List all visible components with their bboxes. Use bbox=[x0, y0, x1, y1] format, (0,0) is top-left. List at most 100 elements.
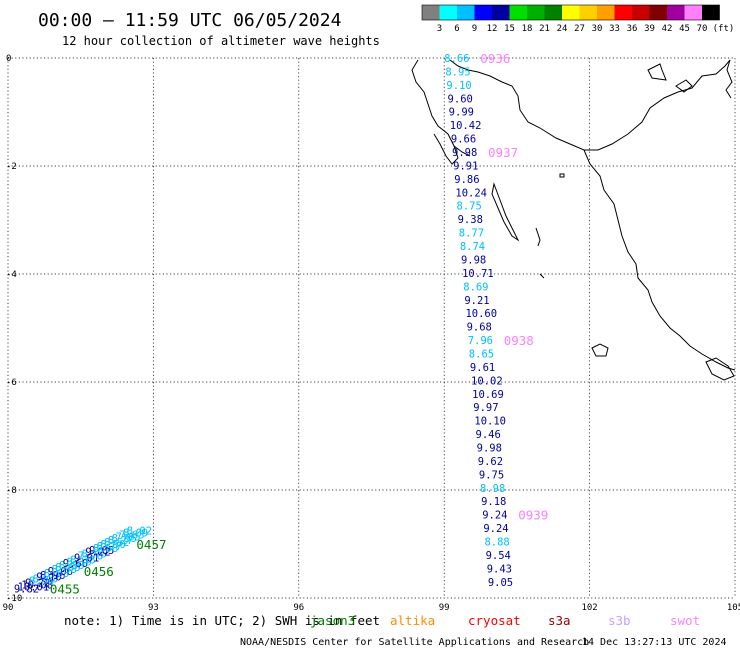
wave-height-value: 7.65 bbox=[115, 531, 140, 543]
y-tick-label: -6 bbox=[6, 378, 17, 388]
wave-height-value: 9.60 bbox=[63, 558, 88, 570]
colorbar-label: 3 bbox=[437, 24, 442, 34]
wave-height-value: 8.09 bbox=[123, 527, 148, 539]
wave-height-value: 7.78 bbox=[78, 551, 103, 563]
colorbar-swatch bbox=[492, 5, 510, 20]
colorbar-label: 12 bbox=[487, 24, 498, 34]
satellite-tracks: 9.8210.0110.089.228.548.439.108.968.639.… bbox=[14, 51, 549, 596]
colorbar-label: 9 bbox=[472, 24, 477, 34]
wave-height-value: 8.75 bbox=[82, 549, 107, 561]
colorbar-label: 33 bbox=[609, 24, 620, 34]
y-tick-label: 0 bbox=[6, 54, 11, 64]
colorbar-swatch bbox=[562, 5, 580, 20]
time-label: 0455 bbox=[50, 581, 80, 596]
x-tick-label: 102 bbox=[581, 603, 597, 613]
wave-height-value: 8.98 bbox=[480, 483, 505, 495]
y-tick-label: -2 bbox=[6, 162, 17, 172]
colorbar-swatch bbox=[667, 5, 685, 20]
wave-height-value: 10.69 bbox=[472, 389, 504, 401]
wave-height-value: 9.99 bbox=[449, 107, 474, 119]
colorbar-swatch bbox=[422, 5, 440, 20]
wave-height-value: 9.18 bbox=[481, 496, 506, 508]
wave-height-value: 8.58 bbox=[51, 564, 76, 576]
y-tick-label: -8 bbox=[6, 486, 17, 496]
x-tick-label: 93 bbox=[148, 603, 159, 613]
island-outline bbox=[559, 173, 565, 178]
colorbar-swatch bbox=[527, 5, 545, 20]
wave-height-value: 10.24 bbox=[455, 187, 487, 199]
wave-height-value: 8.77 bbox=[97, 541, 122, 553]
wave-height-value: 7.96 bbox=[468, 335, 493, 347]
colorbar-unit: (ft) bbox=[713, 24, 735, 34]
colorbar-swatch bbox=[684, 5, 702, 20]
wave-height-value: 8.69 bbox=[463, 281, 488, 293]
wave-height-value: 9.66 bbox=[451, 134, 476, 146]
wave-height-value: 8.75 bbox=[457, 201, 482, 213]
wave-height-value: 9.01 bbox=[74, 552, 99, 564]
colorbar-swatch bbox=[457, 5, 475, 20]
wave-height-value: 8.54 bbox=[29, 576, 54, 588]
wave-height-value: 9.62 bbox=[478, 456, 503, 468]
map-axes: 90 93 96 99 102 105 0 -2 -4 -6 -8 -10 bbox=[3, 54, 740, 613]
x-tick-label: 90 bbox=[3, 603, 14, 613]
coastline-segment bbox=[725, 59, 733, 99]
wave-height-value: 8.88 bbox=[59, 560, 84, 572]
time-label: 0937 bbox=[488, 145, 518, 160]
colorbar-label: 6 bbox=[454, 24, 459, 34]
satellite-legend-jason3: jason3 bbox=[310, 613, 355, 628]
colorbar-label: 30 bbox=[592, 24, 603, 34]
coastline-segment bbox=[539, 273, 545, 279]
colorbar-label: 24 bbox=[557, 24, 568, 34]
coastline-segment bbox=[675, 79, 693, 93]
x-tick-label: 99 bbox=[439, 603, 450, 613]
wave-height-value: 8.27 bbox=[108, 535, 133, 547]
wave-height-value: 9.10 bbox=[36, 572, 61, 584]
coastline-segment bbox=[705, 357, 735, 381]
map-grid bbox=[7, 57, 736, 599]
colorbar-swatch bbox=[632, 5, 650, 20]
time-label: 0939 bbox=[518, 508, 548, 523]
coastline-segment bbox=[647, 63, 667, 81]
satellite-legend-swot: swot bbox=[670, 613, 700, 628]
wave-height-value: 9.98 bbox=[452, 147, 477, 159]
y-tick-label: -10 bbox=[6, 594, 22, 604]
colorbar-label: 36 bbox=[627, 24, 638, 34]
wave-height-value: 9.05 bbox=[488, 577, 513, 589]
footer-timestamp: 14 Dec 13:27:13 UTC 2024 bbox=[582, 637, 727, 648]
wave-height-value: 9.10 bbox=[446, 80, 471, 92]
wave-height-value: 9.61 bbox=[470, 362, 495, 374]
footer-note: note: 1) Time is in UTC; 2) SWH is in fe… bbox=[64, 613, 380, 628]
coastline-segment bbox=[591, 343, 609, 357]
wave-height-value: 9.86 bbox=[454, 174, 479, 186]
y-tick-label: -4 bbox=[6, 270, 17, 280]
colorbar-swatch bbox=[439, 5, 457, 20]
wave-height-value: 9.75 bbox=[479, 469, 504, 481]
wave-height-value: 9.24 bbox=[483, 523, 508, 535]
colorbar-swatch bbox=[614, 5, 632, 20]
colorbar-swatch bbox=[509, 5, 527, 20]
coastline-segment bbox=[535, 227, 541, 247]
wave-height-value: 8.55 bbox=[112, 533, 137, 545]
satellite-legend-altika: altika bbox=[390, 613, 435, 628]
wave-height-value: 8.63 bbox=[55, 562, 80, 574]
colorbar-swatch bbox=[649, 5, 667, 20]
coastline bbox=[411, 59, 736, 381]
colorbar-label: 27 bbox=[574, 24, 585, 34]
colorbar-swatch bbox=[544, 5, 562, 20]
wave-height-value: 8.88 bbox=[484, 537, 509, 549]
colorbar-label: 39 bbox=[644, 24, 655, 34]
wave-height-value: 9.46 bbox=[476, 429, 501, 441]
wave-height-value: 8.19 bbox=[67, 556, 92, 568]
wave-height-value: 7.63 bbox=[119, 529, 144, 541]
colorbar: 3 6 9 12 15 18 21 24 27 30 33 36 39 42 45 70 (ft) bbox=[421, 4, 735, 34]
x-tick-label: 96 bbox=[293, 603, 304, 613]
time-label: 0936 bbox=[480, 51, 510, 66]
wave-height-value: 9.82 bbox=[14, 583, 39, 595]
wave-height-value: 9.22 bbox=[85, 547, 110, 559]
coastline-segment bbox=[449, 59, 731, 151]
wave-height-value: 9.98 bbox=[477, 442, 502, 454]
satellite-track: 9.8210.0110.089.228.548.439.108.968.639.… bbox=[14, 526, 167, 597]
wave-height-value: 9.38 bbox=[458, 214, 483, 226]
